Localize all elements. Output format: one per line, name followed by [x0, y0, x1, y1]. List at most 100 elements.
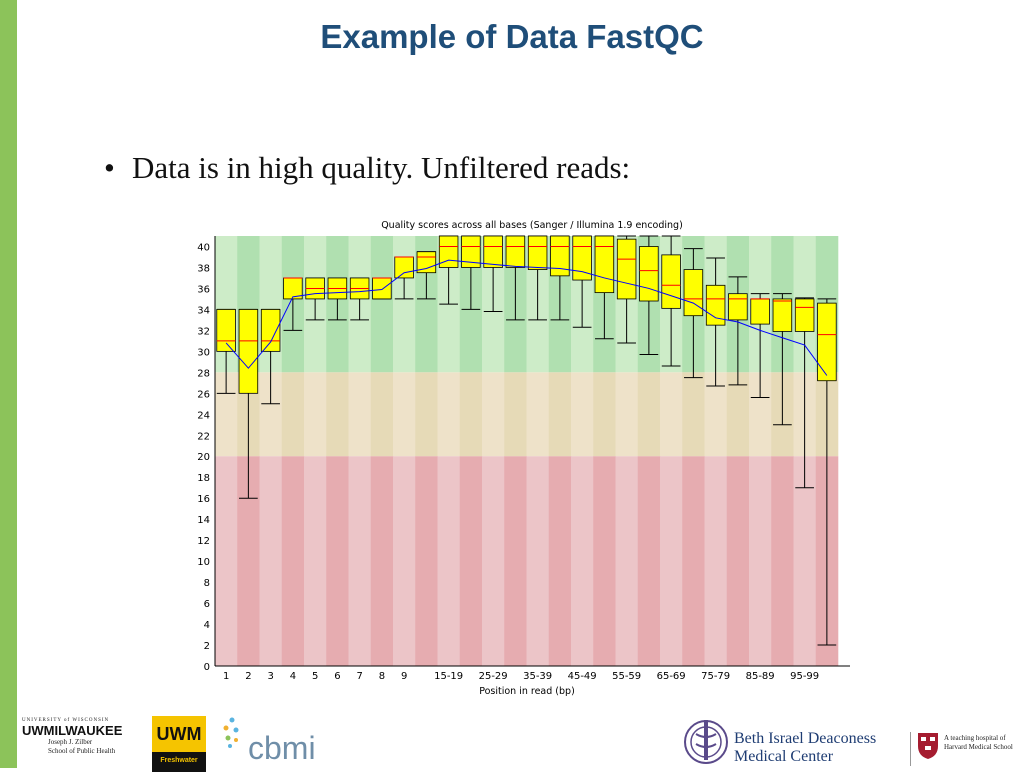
cbmi-dots-icon — [223, 717, 239, 748]
zone-band-1-23 — [726, 372, 750, 457]
y-tick-label-40: 40 — [197, 242, 210, 253]
x-tick-label-10: 15-19 — [434, 671, 463, 682]
zone-band-2-7 — [370, 456, 394, 666]
zone-band-1-13 — [504, 372, 527, 457]
harvard-text: A teaching hospital of Harvard Medical S… — [944, 734, 1013, 752]
bidmc-seal-icon — [684, 720, 728, 764]
zone-band-2-20 — [660, 456, 683, 666]
box-27 — [817, 302, 837, 382]
x-tick-label-24: 85-89 — [746, 671, 775, 682]
y-tick-label-22: 22 — [197, 431, 210, 442]
y-tick-label-6: 6 — [204, 599, 210, 610]
zone-band-1-6 — [348, 372, 372, 457]
zone-band-1-14 — [526, 372, 550, 457]
x-tick-label-18: 55-59 — [612, 671, 641, 682]
box-14 — [527, 235, 548, 270]
uwm-sub-line2: School of Public Health — [48, 747, 116, 755]
bullet-dot-icon: • — [104, 150, 115, 185]
y-tick-label-28: 28 — [197, 368, 210, 379]
zone-band-1-8 — [393, 372, 416, 457]
bullet-item: • Data is in high quality. Unfiltered rea… — [104, 150, 630, 186]
zone-band-2-13 — [504, 456, 527, 666]
zone-band-2-19 — [637, 456, 661, 666]
zone-band-1-5 — [326, 372, 349, 457]
y-tick-label-14: 14 — [197, 515, 210, 526]
zone-band-2-24 — [749, 456, 772, 666]
x-tick-label-4: 5 — [312, 671, 318, 682]
harvard-divider — [910, 732, 911, 766]
bidmc-name: Beth Israel Deaconess Medical Center — [734, 730, 876, 766]
zone-band-2-5 — [326, 456, 349, 666]
y-tick-label-8: 8 — [204, 578, 210, 589]
cbmi-logo: cbmi — [222, 716, 332, 766]
y-tick-label-24: 24 — [197, 410, 210, 421]
uwm-zilber-logo: UNIVERSITY of WISCONSIN UWMILWAUKEE Jose… — [22, 718, 140, 756]
zone-band-1-9 — [415, 372, 438, 457]
zone-band-1-19 — [637, 372, 661, 457]
bidmc-logo: Beth Israel Deaconess Medical Center A t… — [682, 714, 1022, 772]
box-1 — [238, 309, 259, 394]
x-tick-label-12: 25-29 — [479, 671, 508, 682]
x-tick-label-14: 35-39 — [523, 671, 552, 682]
y-tick-label-20: 20 — [197, 452, 210, 463]
y-tick-label-2: 2 — [204, 641, 210, 652]
y-tick-label-0: 0 — [204, 662, 210, 673]
freshwater-bottom-text: Freshwater — [160, 757, 198, 764]
zone-band-2-17 — [593, 456, 616, 666]
x-tick-label-7: 8 — [379, 671, 385, 682]
mean-line — [225, 259, 828, 376]
box-0 — [216, 309, 236, 352]
y-tick-label-16: 16 — [197, 494, 210, 505]
harvard-line1: A teaching hospital of — [944, 734, 1006, 742]
freshwater-top-text: UWM — [152, 716, 206, 752]
zone-band-1-22 — [704, 372, 728, 457]
uwm-freshwater-logo: UWM Freshwater — [152, 716, 206, 772]
y-tick-label-18: 18 — [197, 473, 210, 484]
y-tick-label-32: 32 — [197, 326, 210, 337]
footer-logos: UNIVERSITY of WISCONSIN UWMILWAUKEE Jose… — [0, 708, 1024, 772]
box-21 — [683, 269, 704, 317]
zone-band-1-15 — [548, 372, 572, 457]
zone-band-1-20 — [660, 372, 683, 457]
x-tick-label-3: 4 — [290, 671, 296, 682]
zone-band-1-12 — [482, 372, 505, 457]
slide-title: Example of Data FastQC — [320, 18, 704, 55]
zone-band-1-24 — [749, 372, 772, 457]
zone-band-2-23 — [726, 456, 750, 666]
y-tick-label-36: 36 — [197, 284, 210, 295]
zone-band-1-18 — [615, 372, 639, 457]
zone-band-2-14 — [526, 456, 550, 666]
uwm-sub-line1: Joseph J. Zilber — [48, 738, 93, 746]
x-axis-label: Position in read (bp) — [479, 686, 575, 697]
zone-band-2-1 — [237, 456, 260, 666]
box-10 — [438, 235, 459, 268]
zone-band-2-18 — [615, 456, 639, 666]
box-16 — [572, 235, 592, 281]
zone-band-2-12 — [482, 456, 505, 666]
zone-band-2-4 — [304, 456, 327, 666]
box-18 — [616, 238, 637, 300]
zone-band-2-3 — [281, 456, 305, 666]
bidmc-line2: Medical Center — [734, 748, 834, 765]
zone-band-2-9 — [415, 456, 438, 666]
x-tick-label-0: 1 — [223, 671, 229, 682]
box-15 — [550, 235, 570, 277]
box-19 — [639, 246, 659, 302]
uwm-big-text: UWMILWAUKEE — [22, 723, 123, 738]
x-tick-label-22: 75-79 — [701, 671, 730, 682]
x-tick-label-5: 6 — [334, 671, 340, 682]
zone-band-1-16 — [571, 372, 594, 457]
zone-band-1-11 — [459, 372, 483, 457]
y-tick-label-34: 34 — [197, 305, 210, 316]
zone-band-2-10 — [437, 456, 461, 666]
box-24 — [750, 298, 770, 325]
zone-band-2-22 — [704, 456, 728, 666]
chart-title: Quality scores across all bases (Sanger … — [381, 220, 683, 231]
x-tick-label-1: 2 — [245, 671, 251, 682]
zone-band-2-15 — [548, 456, 572, 666]
zone-band-1-3 — [281, 372, 305, 457]
zone-band-2-2 — [259, 456, 283, 666]
x-tick-label-2: 3 — [267, 671, 273, 682]
bidmc-line1: Beth Israel Deaconess — [734, 730, 877, 747]
zone-band-2-16 — [571, 456, 594, 666]
